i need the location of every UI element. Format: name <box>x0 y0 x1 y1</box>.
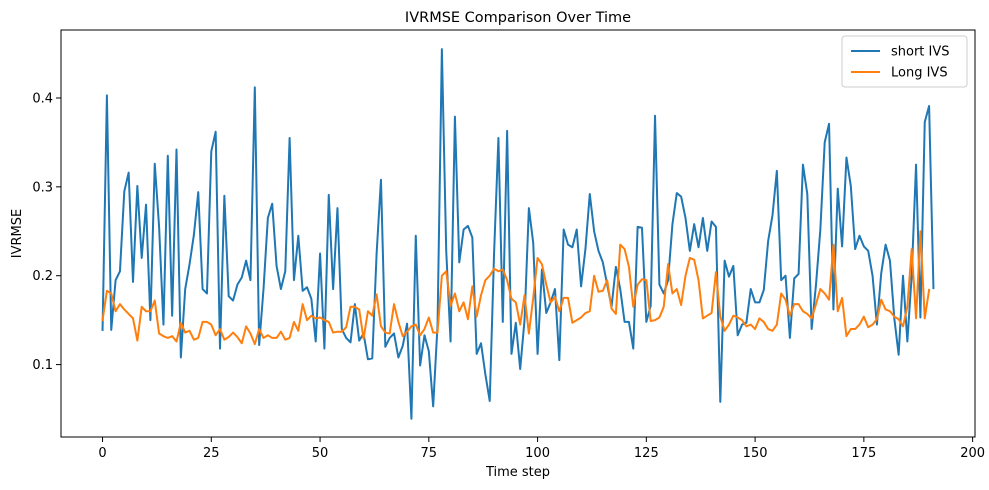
x-tick-label: 75 <box>421 446 438 461</box>
x-axis-label: Time step <box>485 465 550 480</box>
plot-frame <box>60 29 976 438</box>
y-axis-label: IVRMSE <box>10 209 25 258</box>
y-tick-label: 0.4 <box>32 91 53 106</box>
legend-label: Long IVS <box>891 66 948 81</box>
legend-label: short IVS <box>891 45 950 60</box>
legend-box <box>841 35 968 88</box>
y-tick-label: 0.1 <box>32 358 53 373</box>
x-tick-label: 200 <box>960 446 985 461</box>
series-layer <box>101 48 935 420</box>
axes-layer: 0 25 50 75 100 125 150 175 200 0.1 0.2 0.3 0.4 <box>32 29 985 461</box>
x-tick-label: 100 <box>525 446 550 461</box>
series-line-long-ivs <box>101 230 931 346</box>
y-tick-label: 0.2 <box>32 269 53 284</box>
chart-title: IVRMSE Comparison Over Time <box>405 10 631 26</box>
x-tick-label: 50 <box>312 446 329 461</box>
x-tick-label: 25 <box>203 446 220 461</box>
x-tick-label: 175 <box>851 446 876 461</box>
x-tick-label: 125 <box>634 446 659 461</box>
legend: short IVS Long IVS <box>841 35 968 88</box>
series-line-short-ivs <box>101 48 935 420</box>
x-tick-label: 0 <box>98 446 106 461</box>
x-tick-label: 150 <box>743 446 768 461</box>
y-tick-label: 0.3 <box>32 180 53 195</box>
